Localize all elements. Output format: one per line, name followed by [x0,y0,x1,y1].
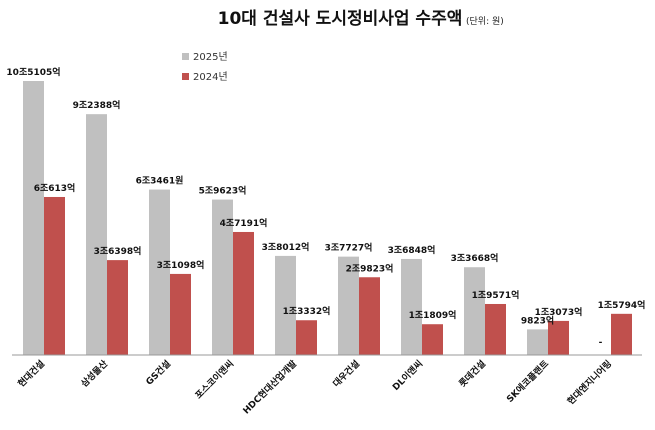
bar-1-4 [296,320,317,355]
bar-1-6 [422,324,443,355]
bar-0-5 [338,256,359,355]
x-tick-label-4: HDC현대산업개발 [240,357,299,416]
x-tick-label-7: 롯데건설 [456,358,488,390]
bar-1-5 [359,277,380,355]
data-label-0-1: 9조2388억 [73,99,121,111]
data-label-1-1: 3조6398억 [94,245,142,257]
data-label-1-7: 1조9571억 [472,289,520,301]
x-tick-label-0: 현대건설 [15,358,47,390]
legend-label-1: 2024년 [193,71,228,83]
bars-group [23,81,632,355]
data-label-0-2: 6조3461원 [136,175,184,187]
bar-1-1 [107,260,128,355]
x-tick-label-9: 현대엔지니어링 [565,358,614,407]
legend-swatch-0 [182,53,189,60]
legend-label-0: 2025년 [193,51,228,63]
bar-0-3 [212,199,233,355]
data-label-1-6: 1조1809억 [409,309,457,321]
bar-0-4 [275,255,296,355]
data-label-0-9: - [599,338,603,348]
data-label-0-8: 9823억 [521,314,554,326]
data-label-0-7: 3조3668억 [451,252,499,264]
data-label-0-4: 3조8012억 [262,241,310,253]
bar-0-1 [86,114,107,355]
data-label-1-4: 1조3332억 [283,305,331,317]
data-label-1-0: 6조613억 [34,182,76,194]
x-tick-label-6: DL이앤씨 [390,358,425,393]
data-label-1-3: 4조7191억 [220,217,268,229]
x-tick-label-5: 대우건설 [330,358,362,390]
bar-0-0 [23,81,44,355]
data-label-1-9: 1조5794억 [598,299,646,311]
bar-1-0 [44,196,65,355]
x-tick-label-8: SK에코플랜트 [504,357,552,405]
legend: 2025년 2024년 [182,51,228,83]
data-label-1-5: 2조9823억 [346,262,394,274]
chart-title: 10대 건설사 도시정비사업 수주액 [218,9,463,29]
bar-0-8 [527,329,548,355]
bar-1-2 [170,273,191,355]
legend-swatch-1 [182,73,189,80]
data-label-0-0: 10조5105억 [6,66,60,78]
bar-1-9 [611,313,632,355]
bar-1-7 [485,303,506,355]
data-label-1-2: 3조1098억 [157,259,205,271]
bar-0-6 [401,258,422,355]
bar-1-8 [548,320,569,355]
data-label-0-5: 3조7727억 [325,242,373,254]
category-ticks-group: 현대건설 삼성물산 GS건설 포스코이앤씨 HDC현대산업개발 대우건설 DL이앤씨 롯데건설… [15,357,614,416]
x-tick-label-1: 삼성물산 [78,357,110,389]
unit-note: (단위: 원) [466,16,504,27]
data-label-1-8: 1조3073억 [535,306,583,318]
data-label-0-6: 3조6848억 [388,244,436,256]
bar-1-3 [233,231,254,355]
bar-0-7 [464,267,485,355]
x-tick-label-2: GS건설 [143,358,173,388]
data-labels-group: 10조5105억 6조613억 9조2388억 3조6398억 6조3461원 3조109… [6,66,645,348]
x-tick-label-3: 포스코이앤씨 [193,358,237,402]
data-label-0-3: 5조9623억 [199,185,247,197]
bar-0-2 [149,189,170,355]
